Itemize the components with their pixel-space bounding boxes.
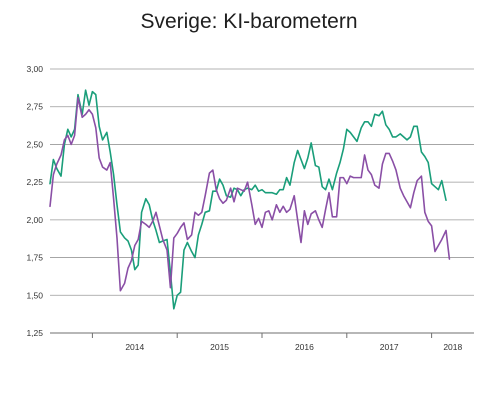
y-tick-label: 2,50 <box>26 139 43 149</box>
grid-layer <box>50 68 474 334</box>
y-tick-label: 1,25 <box>26 328 43 338</box>
y-tick-label: 2,00 <box>26 215 43 225</box>
series-layer <box>49 89 451 310</box>
x-tick-label: 2014 <box>125 342 144 352</box>
x-tick-label: 2015 <box>210 342 229 352</box>
y-tick-label: 1,75 <box>26 253 43 263</box>
series-line-2 <box>49 96 451 292</box>
y-tick-label: 1,50 <box>26 290 43 300</box>
y-tick-label: 3,00 <box>26 64 43 74</box>
y-tick-label: 2,75 <box>26 102 43 112</box>
chart-title: Sverige: KI-barometern <box>140 10 357 33</box>
x-tick-label: 2017 <box>380 342 399 352</box>
series-line-1 <box>49 89 447 310</box>
axis-layer: 3,00 2,75 2,50 2,25 2,00 1,75 1,50 1,25 2014 2015… <box>26 64 462 352</box>
x-tick-label: 2016 <box>295 342 314 352</box>
x-tick-label: 2018 <box>443 342 462 352</box>
y-tick-label: 2,25 <box>26 177 43 187</box>
